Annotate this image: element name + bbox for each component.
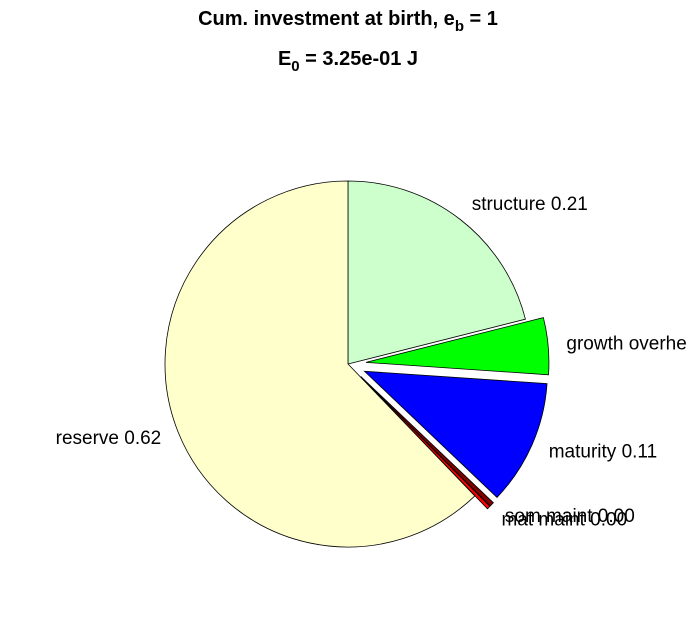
- title-subscript: b: [455, 18, 464, 35]
- slice-label: reserve 0.62: [56, 428, 162, 449]
- pie-slice: [164, 180, 476, 548]
- chart-title: Cum. investment at birth, eb = 1: [198, 8, 498, 35]
- chart-subtitle: E0 = 3.25e-01 J: [278, 48, 418, 75]
- subtitle-text: E: [278, 48, 291, 70]
- pie-slice: [360, 376, 491, 510]
- slice-label: growth overhe: [566, 333, 686, 354]
- pie-slice: [363, 370, 548, 499]
- title-text: = 1: [464, 8, 498, 30]
- slice-label: som maint 0.00: [505, 506, 635, 527]
- slice-label: structure 0.21: [472, 194, 588, 215]
- title-text: Cum. investment at birth, e: [198, 8, 455, 30]
- slice-label: maturity 0.11: [549, 441, 657, 462]
- slice-label: mat maint 0.00: [501, 510, 627, 531]
- subtitle-text: = 3.25e-01 J: [300, 48, 418, 70]
- pie-slice: [365, 317, 550, 376]
- pie-slice: [347, 180, 526, 365]
- subtitle-subscript: 0: [291, 58, 299, 75]
